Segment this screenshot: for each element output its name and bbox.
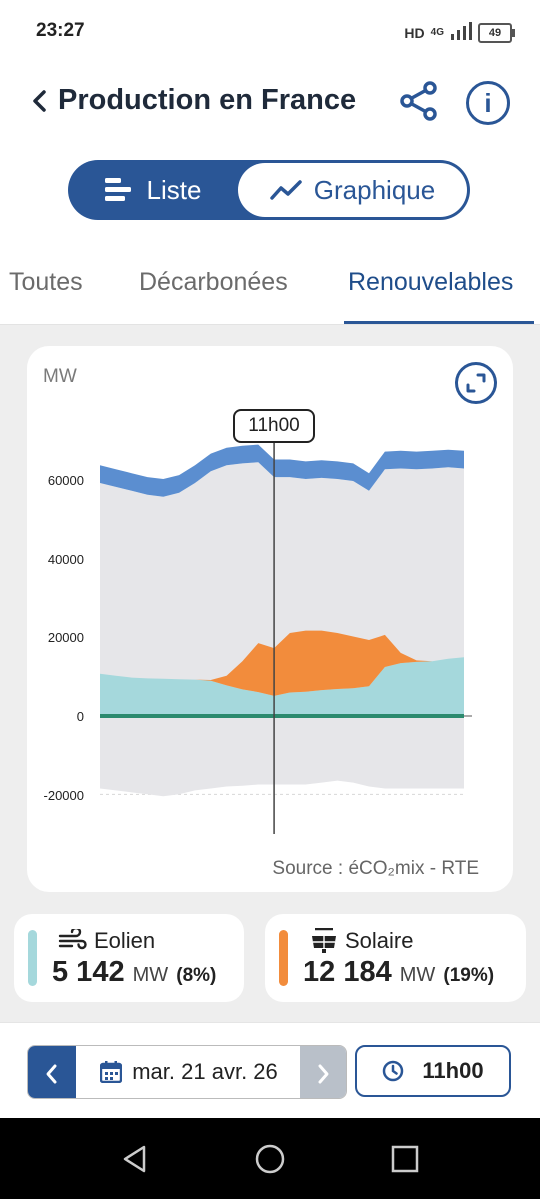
expand-icon [466,373,486,393]
y-tick-label: -20000 [43,788,84,803]
background-area [100,462,464,797]
signal-label: 4G [430,27,444,38]
info-button[interactable]: i [466,81,510,125]
series-baseline [100,714,464,718]
date-button[interactable]: mar. 21 avr. 26 [78,1046,300,1098]
eolien-value-number: 5 142 [52,956,125,988]
tab-toutes[interactable]: Toutes [9,268,83,296]
list-view-button[interactable]: Liste [68,160,238,220]
solar-panel-icon [312,928,336,953]
info-icon: i [484,88,492,118]
stat-card-solaire[interactable]: Solaire 12 184 MW (19%) [265,914,526,1002]
next-day-button[interactable] [300,1046,346,1098]
category-tabs: Toutes Décarbonées Renouvelables [0,260,540,325]
active-tab-indicator [344,321,534,324]
eolien-value-unit: MW [132,964,169,986]
back-nav-icon[interactable] [120,1144,150,1174]
solaire-value-number: 12 184 [303,956,392,988]
wind-icon [58,929,87,950]
chart-card: MW 60000 40000 20000 0 -20000 11h00 Sour… [27,346,513,892]
recents-nav-icon[interactable] [391,1145,419,1173]
date-label: mar. 21 avr. 26 [132,1059,278,1084]
list-view-label: Liste [146,174,202,205]
time-label: 11h00 [422,1058,484,1083]
status-icons: HD 4G 49 [404,22,515,43]
signal-bars-icon [450,22,472,43]
eolien-value-percent: (8%) [176,965,217,986]
eolien-label-text: Eolien [94,928,156,953]
eolien-color-bar [28,930,37,986]
solaire-value-unit: MW [399,964,436,986]
list-icon [104,178,131,201]
chart-unit-label: MW [43,366,77,387]
expand-button[interactable] [455,362,497,404]
y-tick-label: 20000 [47,630,84,645]
share-icon [400,81,437,121]
y-tick-label: 0 [76,709,84,724]
y-tick-label: 40000 [47,552,84,567]
solaire-color-bar [279,930,288,986]
stat-card-eolien[interactable]: Eolien 5 142 MW (8%) [14,914,244,1002]
chart-plot[interactable] [27,346,513,892]
chart-view-label: Graphique [313,174,436,205]
solaire-value: 12 184 MW (19%) [303,956,494,989]
previous-day-button[interactable] [28,1046,76,1098]
share-button[interactable] [398,80,440,122]
home-nav-icon[interactable] [254,1143,286,1175]
time-marker-label: 11h00 [233,409,315,443]
solaire-label: Solaire [309,928,413,954]
status-time: 23:27 [36,20,85,41]
header: Production en France i [24,80,516,128]
chart-view-button[interactable]: Graphique [238,163,467,217]
chevron-left-icon [33,90,46,112]
footer-controls: mar. 21 avr. 26 11h00 [0,1022,540,1119]
tab-decarbonees[interactable]: Décarbonées [139,268,288,296]
series-area-eolien [100,657,464,716]
page-title: Production en France [58,84,357,116]
eolien-value: 5 142 MW (8%) [52,956,216,989]
solaire-label-text: Solaire [345,928,414,953]
system-navigation-bar [0,1118,540,1199]
series-area-solaire [100,630,464,696]
calendar-icon [100,1061,123,1083]
series-area-total [100,444,464,497]
time-button[interactable]: 11h00 [355,1045,511,1097]
chart-source: Source : éCO₂mix - RTE [272,858,479,879]
eolien-label: Eolien [58,928,155,954]
view-toggle: Liste Graphique [68,160,470,220]
chevron-right-icon [318,1064,329,1084]
clock-icon [383,1060,404,1082]
network-label: HD [404,24,425,41]
y-tick-label: 60000 [47,473,84,488]
battery-icon: 49 [478,22,515,43]
solaire-value-percent: (19%) [443,965,495,986]
tab-renouvelables[interactable]: Renouvelables [348,268,514,296]
chevron-left-icon [46,1064,57,1084]
date-selector: mar. 21 avr. 26 [27,1045,347,1099]
back-button[interactable] [30,86,50,120]
trend-line-icon [270,180,302,200]
